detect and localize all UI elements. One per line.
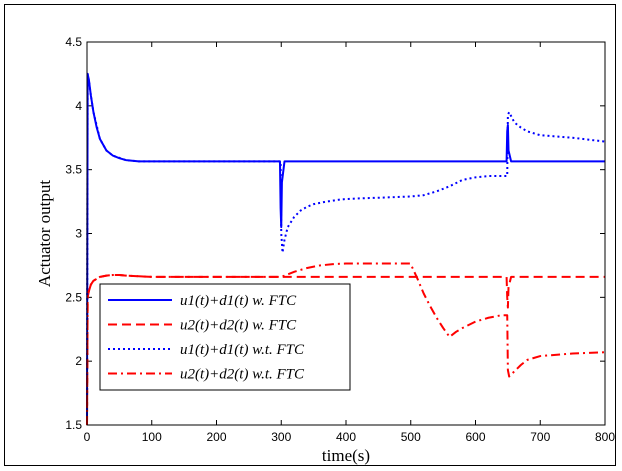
- y-tick-label: 1.5: [65, 418, 82, 432]
- x-tick-label: 500: [401, 430, 421, 444]
- legend-label: u2(t)+d2(t) w.t. FTC: [180, 367, 305, 383]
- axis-ticks: 0 100 200 300 400 500 600 700 800 1.5 2 2.5 3 3.5 4 4.5: [65, 35, 615, 444]
- series-line-4: [86, 262, 606, 426]
- series-lines: [86, 72, 606, 426]
- y-tick-label: 3.5: [65, 163, 82, 177]
- y-tick-label: 3: [75, 227, 82, 241]
- x-tick-label: 300: [271, 430, 291, 444]
- x-tick-label: 600: [465, 430, 485, 444]
- y-tick-label: 2: [75, 354, 82, 368]
- legend-label: u1(t)+d1(t) w. FTC: [180, 293, 297, 309]
- x-axis-label: time(s): [322, 446, 370, 465]
- x-tick-label: 0: [84, 430, 91, 444]
- legend-box: [99, 283, 351, 391]
- legend-label: u1(t)+d1(t) w.t. FTC: [180, 342, 305, 358]
- y-tick-label: 2.5: [65, 290, 82, 304]
- y-axis-label: Actuator output: [35, 180, 54, 287]
- legend: u1(t)+d1(t) w. FTC u2(t)+d2(t) w. FTC u1(t…: [99, 283, 351, 391]
- x-tick-label: 700: [530, 430, 550, 444]
- y-tick-label: 4: [75, 99, 82, 113]
- x-tick-label: 100: [142, 430, 162, 444]
- plot-area-border: [86, 41, 606, 426]
- x-tick-label: 400: [336, 430, 356, 444]
- y-tick-label: 4.5: [65, 35, 82, 49]
- legend-label: u2(t)+d2(t) w. FTC: [180, 318, 297, 334]
- series-line-2: [86, 273, 605, 426]
- x-tick-label: 200: [206, 430, 226, 444]
- x-tick-label: 800: [595, 430, 615, 444]
